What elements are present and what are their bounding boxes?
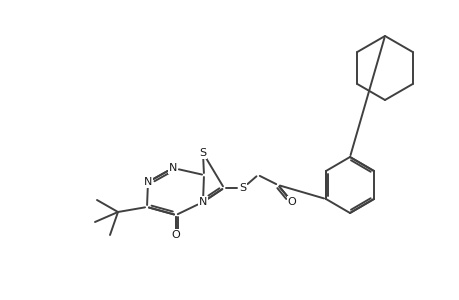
Text: N: N — [144, 177, 152, 187]
Text: S: S — [239, 183, 246, 193]
Text: O: O — [171, 230, 180, 240]
Text: O: O — [287, 197, 296, 207]
Text: N: N — [168, 163, 177, 173]
Text: S: S — [199, 148, 206, 158]
Text: N: N — [198, 197, 207, 207]
